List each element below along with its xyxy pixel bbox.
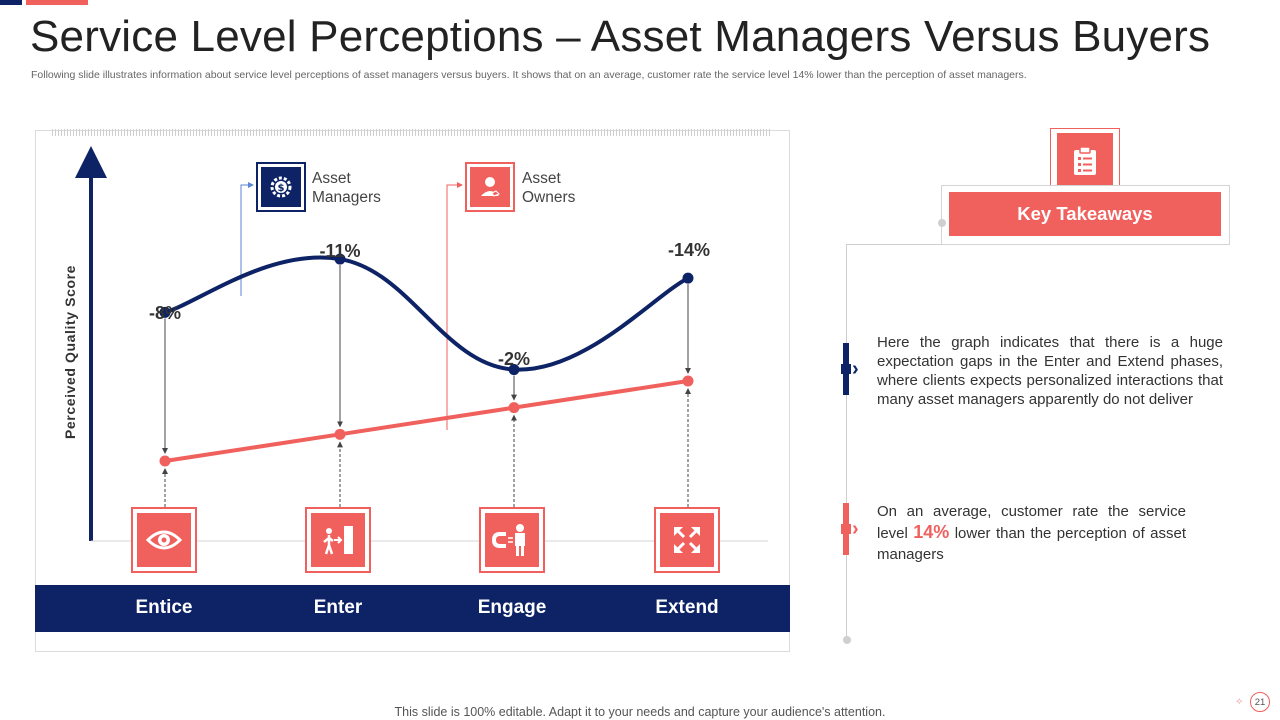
magnet-person-icon — [492, 524, 525, 556]
point-asset-owners-engage — [508, 402, 520, 414]
top-accent-navy — [0, 0, 22, 5]
phase-icon-enter — [305, 507, 371, 573]
takeaways-icon-box — [1057, 133, 1113, 189]
panel-hatch-decoration — [52, 129, 772, 136]
point-asset-managers-extend — [682, 272, 694, 284]
legend-connector-managers — [240, 182, 254, 296]
page-logo-icon: ⟡ — [1236, 696, 1243, 707]
takeaway-1-marker-square — [841, 364, 851, 374]
point-asset-managers-engage — [508, 364, 520, 376]
legend-label-asset-managers: Asset Managers — [312, 170, 381, 206]
gap-label-entice: -8% — [148, 303, 182, 323]
series-line-asset-managers — [163, 255, 690, 372]
gap-label-engage: -2% — [497, 349, 531, 369]
phase-icon-extend — [654, 507, 720, 573]
takeaways-connector-horizontal — [846, 244, 942, 245]
dollar-gear-icon: $ — [270, 176, 292, 198]
takeaway-2-marker-square — [841, 524, 851, 534]
point-asset-owners-entice — [159, 455, 171, 467]
page-subtitle: Following slide illustrates information … — [31, 69, 1027, 81]
point-asset-owners-enter — [334, 428, 346, 440]
takeaway-2-text: On an average, customer rate the service… — [877, 501, 1186, 565]
takeaways-connector-vertical — [846, 244, 847, 640]
chevron-right-icon: › — [852, 358, 859, 380]
legend-connector-owners — [446, 182, 463, 430]
user-hand-icon — [481, 177, 500, 197]
gap-label-enter: -11% — [319, 241, 361, 261]
chevron-right-icon: › — [852, 518, 859, 540]
phase-icon-entice — [131, 507, 197, 573]
legend-asset-managers: $ — [256, 162, 306, 212]
phase-label-engage: Engage — [477, 597, 547, 618]
takeaway-2-prefix: On an average, customer rate the service… — [877, 503, 1186, 542]
takeaways-bottom-dot — [843, 636, 851, 644]
takeaway-1-text: Here the graph indicates that there is a… — [877, 334, 1223, 408]
footer-note: This slide is 100% editable. Adapt it to… — [394, 705, 886, 719]
takeaways-title: Key Takeaways — [949, 192, 1221, 236]
point-asset-managers-enter — [334, 253, 346, 265]
point-asset-managers-entice — [159, 306, 171, 318]
page-number: 21 — [1250, 692, 1270, 712]
clipboard-checklist-icon — [1074, 146, 1096, 175]
phase-bar — [35, 585, 790, 632]
legend-label-asset-owners: Asset Owners — [522, 170, 576, 206]
takeaway-2-suffix: lower than the perception of asset manag… — [877, 525, 1187, 563]
y-axis-label: Perceived Quality Score — [62, 264, 78, 440]
top-accent-red — [26, 0, 88, 5]
expand-arrows-icon — [674, 527, 700, 553]
phase-label-enter: Enter — [313, 597, 363, 618]
page-title: Service Level Perceptions – Asset Manage… — [30, 12, 1211, 61]
eye-icon — [146, 530, 182, 550]
phase-label-extend: Extend — [655, 597, 719, 618]
point-asset-owners-extend — [682, 375, 694, 387]
takeaway-2-highlight: 14% — [913, 522, 950, 542]
series-line-asset-owners — [163, 378, 690, 463]
phase-icon-engage — [479, 507, 545, 573]
svg-text:$: $ — [278, 183, 285, 194]
legend-asset-owners — [465, 162, 515, 212]
phase-label-entice: Entice — [135, 597, 193, 618]
person-exit-door-icon — [323, 526, 353, 555]
gap-label-extend: -14% — [667, 240, 711, 260]
takeaways-connector-dot — [938, 219, 946, 227]
takeaways-icon-frame — [1050, 128, 1120, 190]
